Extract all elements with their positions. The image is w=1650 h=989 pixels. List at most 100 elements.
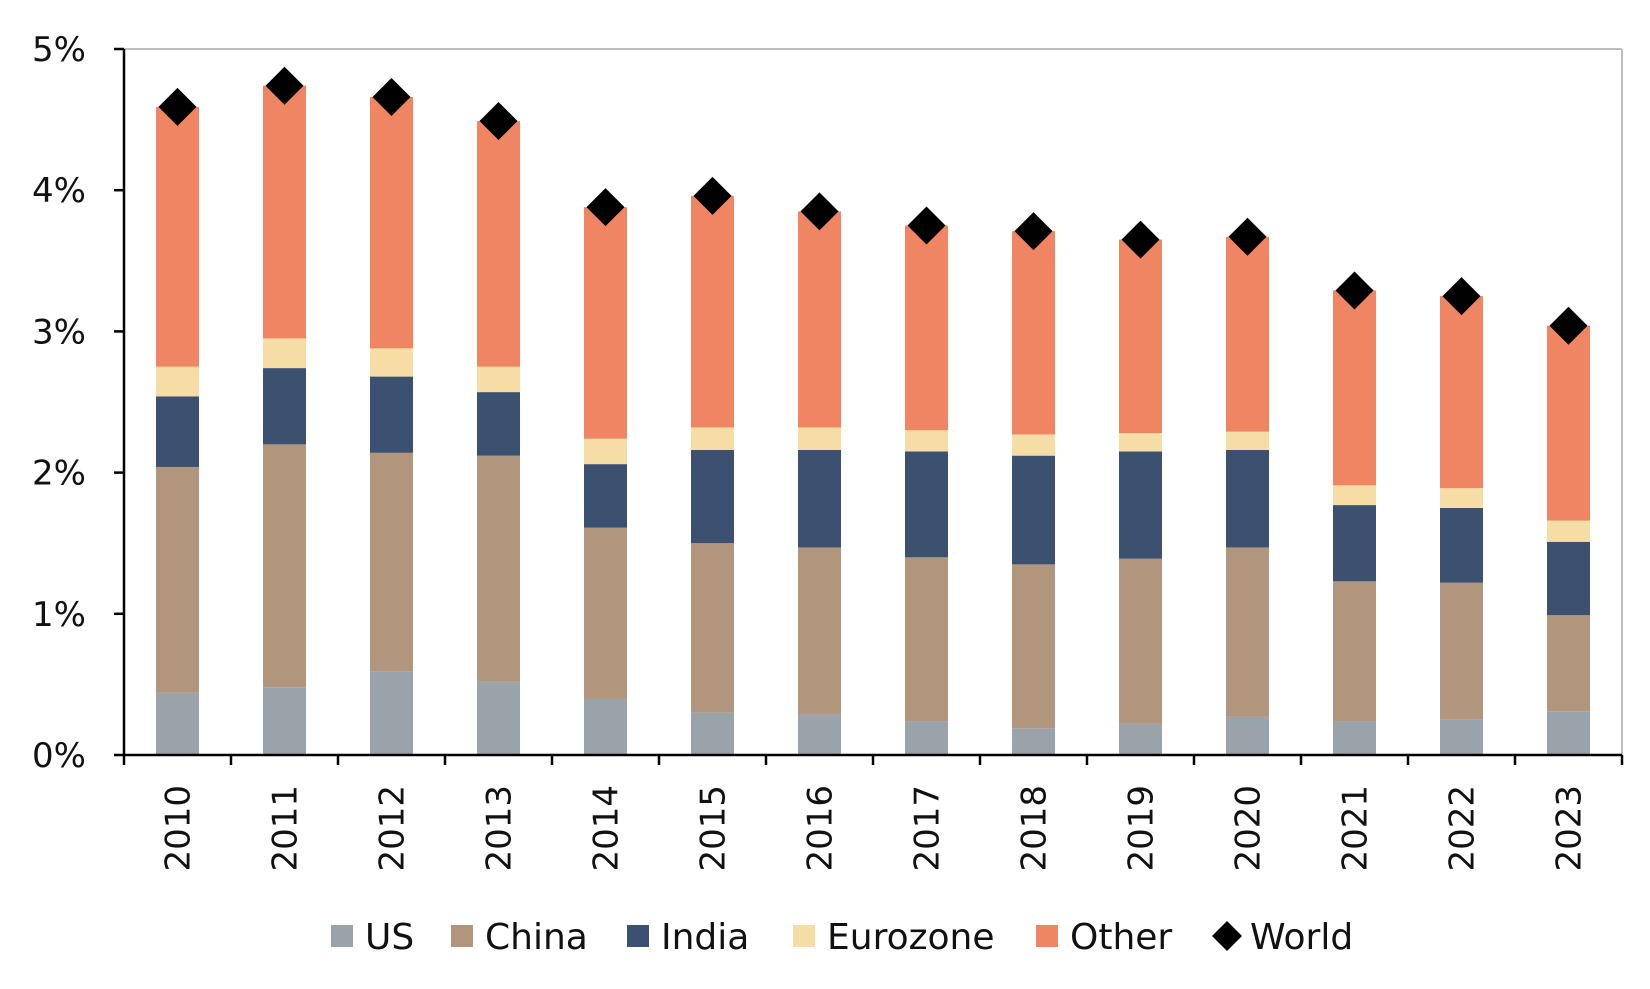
y-tick-label: 1% (32, 595, 86, 635)
x-tick-label: 2012 (373, 785, 413, 872)
bar-china-2015 (691, 543, 734, 713)
bar-china-2023 (1547, 615, 1590, 712)
bar-china-2016 (798, 547, 841, 715)
bar-china-2012 (370, 452, 413, 672)
bar-india-2012 (370, 376, 413, 453)
bar-india-2021 (1333, 505, 1376, 582)
x-tick-label: 2021 (1336, 785, 1376, 872)
x-tick-label: 2022 (1443, 785, 1483, 872)
world-marker-2016 (800, 192, 839, 231)
bar-us-2018 (1012, 728, 1055, 755)
bar-other-2016 (798, 211, 841, 428)
plot-frame (124, 48, 1623, 755)
x-axis: 2010 2011 2012 2013 2014 2015 2016 2017 2018 2019… (122, 753, 1624, 872)
bar-china-2019 (1119, 558, 1162, 724)
bar-eurozone-2015 (691, 427, 734, 451)
x-tick-label: 2020 (1229, 785, 1269, 872)
bar-india-2022 (1440, 507, 1483, 583)
x-tick-label: 2017 (908, 785, 948, 872)
x-tick-label: 2015 (694, 785, 734, 872)
markers (158, 66, 1588, 345)
legend-label-eurozone: Eurozone (827, 917, 994, 958)
y-tick-label: 3% (32, 312, 86, 352)
bar-other-2010 (156, 106, 199, 367)
world-marker-2020 (1228, 217, 1267, 256)
world-marker-2015 (693, 176, 732, 215)
bar-us-2016 (798, 714, 841, 755)
legend-swatch-world (1212, 921, 1242, 951)
bar-other-2023 (1547, 325, 1590, 521)
bar-us-2019 (1119, 723, 1162, 755)
bar-eurozone-2013 (477, 366, 520, 393)
world-marker-2023 (1549, 306, 1588, 345)
bar-eurozone-2023 (1547, 520, 1590, 542)
x-tick-label: 2014 (587, 785, 627, 872)
bar-us-2011 (263, 687, 306, 755)
world-marker-2019 (1121, 220, 1160, 259)
bar-other-2011 (263, 85, 306, 339)
y-tick-label: 0% (32, 736, 86, 776)
x-tick-label: 2023 (1550, 785, 1590, 872)
bars (156, 85, 1590, 755)
legend-swatch-us (331, 925, 353, 947)
bar-us-2010 (156, 692, 199, 755)
bar-other-2013 (477, 121, 520, 367)
bar-eurozone-2017 (905, 430, 948, 452)
bar-other-2017 (905, 225, 948, 431)
x-tick-label: 2016 (801, 785, 841, 872)
bar-india-2014 (584, 464, 627, 528)
world-marker-2011 (265, 66, 304, 105)
bar-india-2010 (156, 396, 199, 467)
bar-india-2023 (1547, 541, 1590, 616)
legend-label-india: India (661, 917, 749, 958)
world-marker-2014 (586, 188, 625, 227)
bar-india-2013 (477, 392, 520, 456)
bar-china-2022 (1440, 582, 1483, 720)
bar-us-2015 (691, 712, 734, 755)
world-marker-2017 (907, 206, 946, 245)
y-axis: 0% 1% 2% 3% 4% 5% (32, 30, 126, 776)
legend-swatch-india (627, 925, 649, 947)
bar-other-2018 (1012, 231, 1055, 435)
bar-china-2011 (263, 444, 306, 688)
bar-eurozone-2014 (584, 438, 627, 465)
legend: US China India Eurozone Other World (331, 917, 1353, 958)
bar-eurozone-2020 (1226, 431, 1269, 451)
bar-india-2011 (263, 368, 306, 445)
world-marker-2012 (372, 78, 411, 117)
bar-other-2014 (584, 207, 627, 439)
bar-eurozone-2012 (370, 348, 413, 377)
y-tick-label: 2% (32, 454, 86, 494)
bar-china-2017 (905, 557, 948, 722)
legend-label-china: China (485, 917, 588, 958)
bar-us-2013 (477, 681, 520, 755)
x-tick-label: 2019 (1122, 785, 1162, 872)
world-marker-2010 (158, 87, 197, 126)
world-marker-2013 (479, 102, 518, 141)
x-tick-label: 2018 (1015, 785, 1055, 872)
bar-china-2014 (584, 527, 627, 699)
legend-label-us: US (365, 917, 414, 958)
bar-india-2018 (1012, 455, 1055, 565)
bar-eurozone-2021 (1333, 485, 1376, 506)
bar-eurozone-2016 (798, 427, 841, 451)
legend-swatch-eurozone (793, 925, 815, 947)
bar-other-2021 (1333, 290, 1376, 486)
bar-us-2017 (905, 721, 948, 755)
bar-china-2018 (1012, 564, 1055, 729)
bar-eurozone-2019 (1119, 433, 1162, 452)
bar-other-2019 (1119, 239, 1162, 434)
bar-us-2022 (1440, 719, 1483, 755)
bar-other-2020 (1226, 236, 1269, 432)
legend-label-world: World (1250, 917, 1353, 958)
bar-eurozone-2022 (1440, 488, 1483, 508)
bar-india-2017 (905, 451, 948, 558)
bar-india-2019 (1119, 451, 1162, 559)
bar-other-2015 (691, 195, 734, 428)
bar-us-2021 (1333, 721, 1376, 755)
world-marker-2022 (1442, 277, 1481, 316)
bar-china-2020 (1226, 547, 1269, 717)
y-tick-label: 5% (32, 30, 86, 70)
bar-eurozone-2018 (1012, 434, 1055, 456)
